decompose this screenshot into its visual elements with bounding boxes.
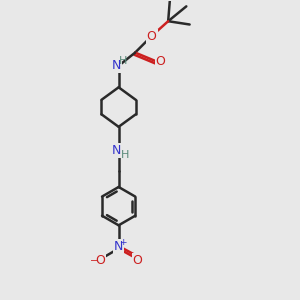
Text: −: − <box>90 256 98 266</box>
Text: +: + <box>119 238 127 247</box>
Text: N: N <box>111 58 121 72</box>
Text: N: N <box>111 143 121 157</box>
Text: O: O <box>95 254 105 267</box>
Text: N: N <box>114 240 123 253</box>
Text: H: H <box>120 150 129 160</box>
Text: H: H <box>119 56 128 65</box>
Text: O: O <box>133 254 142 267</box>
Text: O: O <box>147 30 157 43</box>
Text: O: O <box>156 55 166 68</box>
